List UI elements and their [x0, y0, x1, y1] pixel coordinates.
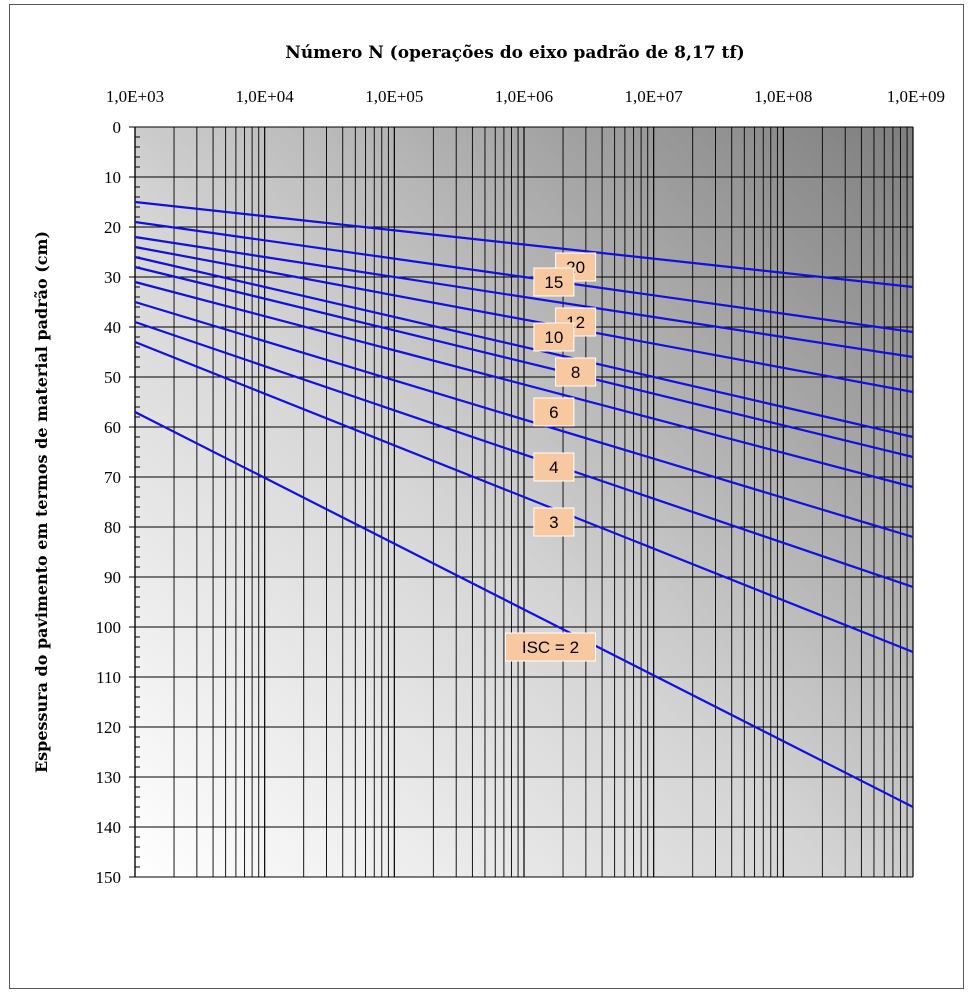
x-tick-label: 1,0E+07: [625, 87, 684, 106]
curve-label-text: 6: [549, 403, 558, 422]
series-lines: [134, 200, 914, 808]
curve-label-box: [533, 452, 575, 482]
series-line: [134, 200, 914, 289]
y-tick-label: 50: [104, 368, 121, 387]
curve-label-text: 4: [549, 458, 558, 477]
y-tick-label: 140: [96, 818, 122, 837]
chart-title: Número N (operações do eixo padrão de 8,…: [285, 43, 744, 63]
y-tick-label: 70: [104, 468, 121, 487]
y-tick-label: 10: [104, 168, 121, 187]
curve-label-text: 3: [549, 513, 558, 532]
curve-label-box: [533, 267, 575, 297]
y-tick-label: 40: [104, 318, 121, 337]
y-tick-label: 150: [96, 868, 122, 887]
y-tick-label: 110: [96, 668, 121, 687]
curve-label: 8: [555, 357, 597, 387]
y-tick-label: 100: [96, 618, 122, 637]
curve-label: 10: [533, 322, 575, 352]
x-axis-ticks: 1,0E+03 1,0E+04 1,0E+05 1,0E+06 1,0E+07 1,0E+…: [106, 87, 945, 106]
y-axis-ticks: 0 10 20 30 40 50 60 70 80 90 100 110 120 130 140 150: [96, 118, 141, 887]
curve-label-text: 10: [544, 328, 563, 347]
curve-label: ISC = 2: [504, 632, 596, 662]
curve-label-box: [504, 632, 596, 662]
x-tick-label: 1,0E+09: [887, 87, 945, 106]
y-tick-label: 60: [104, 418, 121, 437]
grid: [134, 126, 914, 878]
curve-label-box: [533, 397, 575, 427]
y-tick-label: 30: [104, 268, 121, 287]
series-line: [134, 411, 914, 808]
y-tick-label: 0: [113, 118, 122, 137]
series-line: [134, 220, 914, 334]
series-line: [134, 320, 914, 589]
curve-label: 12: [555, 307, 597, 337]
x-tick-label: 1,0E+08: [754, 87, 812, 106]
x-tick-label: 1,0E+06: [495, 87, 553, 106]
series-line: [134, 235, 914, 359]
curve-label-box: [555, 357, 597, 387]
curve-label: 6: [533, 397, 575, 427]
x-tick-label: 1,0E+03: [106, 87, 164, 106]
curve-label-text: ISC = 2: [522, 638, 579, 657]
curve-label-text: 8: [571, 363, 580, 382]
series-line: [134, 245, 914, 394]
curve-label: 4: [533, 452, 575, 482]
curve-label: 15: [533, 267, 575, 297]
y-tick-label: 20: [104, 218, 121, 237]
curve-label-box: [555, 307, 597, 337]
curve-label: 3: [533, 507, 575, 537]
series-line: [134, 340, 914, 654]
y-tick-label: 80: [104, 518, 121, 537]
curve-label-box: [533, 322, 575, 352]
curve-label-box: [533, 507, 575, 537]
curve-label-text: 15: [544, 273, 563, 292]
x-tick-label: 1,0E+05: [365, 87, 423, 106]
y-axis-title: Espessura do pavimento em termos de mate…: [32, 231, 51, 773]
series-line: [134, 255, 914, 439]
chart-svg: Número N (operações do eixo padrão de 8,…: [32, 43, 945, 887]
chart-frame: Número N (operações do eixo padrão de 8,…: [9, 4, 964, 989]
y-tick-label: 130: [96, 768, 122, 787]
series-line: [134, 300, 914, 539]
y-tick-label: 90: [104, 568, 121, 587]
series-line: [134, 265, 914, 459]
series-line: [134, 280, 914, 489]
y-tick-label: 120: [96, 718, 122, 737]
x-tick-label: 1,0E+04: [236, 87, 295, 106]
